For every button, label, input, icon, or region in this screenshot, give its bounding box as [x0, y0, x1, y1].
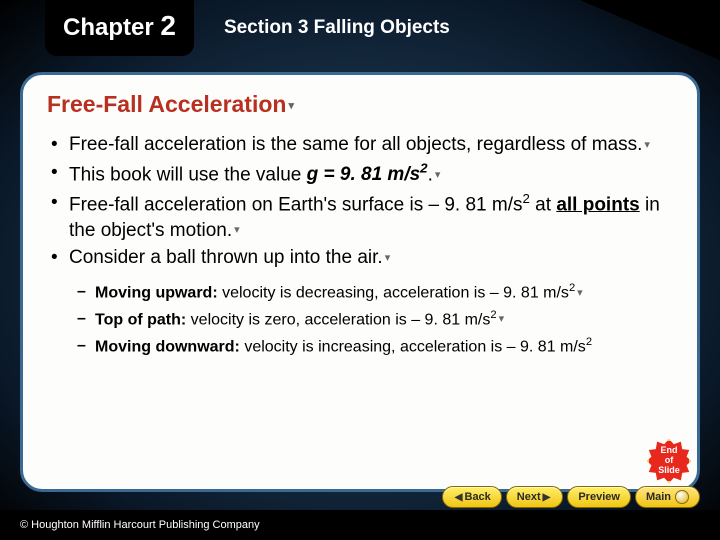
triangle-left-icon: ◀ — [455, 492, 463, 503]
bullet-3: Free-fall acceleration on Earth's surfac… — [47, 190, 673, 244]
dropdown-icon: ▾ — [385, 252, 391, 264]
dropdown-icon: ▾ — [644, 139, 650, 151]
next-button[interactable]: Next▶ — [506, 486, 564, 508]
chapter-number: 2 — [160, 10, 176, 41]
bullet-4: Consider a ball thrown up into the air.▾ — [47, 245, 673, 271]
dropdown-icon: ▾ — [234, 224, 240, 236]
section-label: Section 3 Falling Objects — [224, 17, 450, 39]
slide-title: Free-Fall Acceleration▾ — [47, 91, 673, 118]
bullet-1: Free-fall acceleration is the same for a… — [47, 132, 673, 158]
main-button[interactable]: Main — [635, 486, 700, 508]
circle-icon — [675, 490, 689, 504]
end-of-slide-badge: End of Slide — [647, 439, 691, 483]
dropdown-icon: ▾ — [435, 169, 441, 181]
footer: © Houghton Mifflin Harcourt Publishing C… — [0, 510, 720, 540]
sub-bullet-1: Moving upward: velocity is decreasing, a… — [77, 281, 673, 304]
bullet-2: This book will use the value g = 9. 81 m… — [47, 160, 673, 188]
dropdown-icon: ▾ — [288, 100, 294, 112]
triangle-right-icon: ▶ — [543, 492, 551, 503]
sub-bullet-2: Top of path: velocity is zero, accelerat… — [77, 308, 673, 331]
back-button[interactable]: ◀Back — [442, 486, 502, 508]
sub-bullet-list: Moving upward: velocity is decreasing, a… — [77, 281, 673, 358]
nav-buttons: ◀Back Next▶ Preview Main — [442, 486, 700, 508]
sub-bullet-3: Moving downward: velocity is increasing,… — [77, 335, 673, 358]
content-panel: Free-Fall Acceleration▾ Free-fall accele… — [20, 72, 700, 492]
slide-root: Chapter 2 Section 3 Falling Objects Free… — [0, 0, 720, 540]
header: Chapter 2 Section 3 Falling Objects — [0, 0, 720, 55]
dropdown-icon: ▾ — [577, 287, 583, 299]
preview-button[interactable]: Preview — [567, 486, 631, 508]
bullet-list: Free-fall acceleration is the same for a… — [47, 132, 673, 271]
chapter-tab: Chapter 2 — [45, 0, 194, 56]
chapter-word: Chapter — [63, 14, 154, 41]
copyright: © Houghton Mifflin Harcourt Publishing C… — [20, 519, 260, 531]
dropdown-icon: ▾ — [499, 313, 505, 325]
